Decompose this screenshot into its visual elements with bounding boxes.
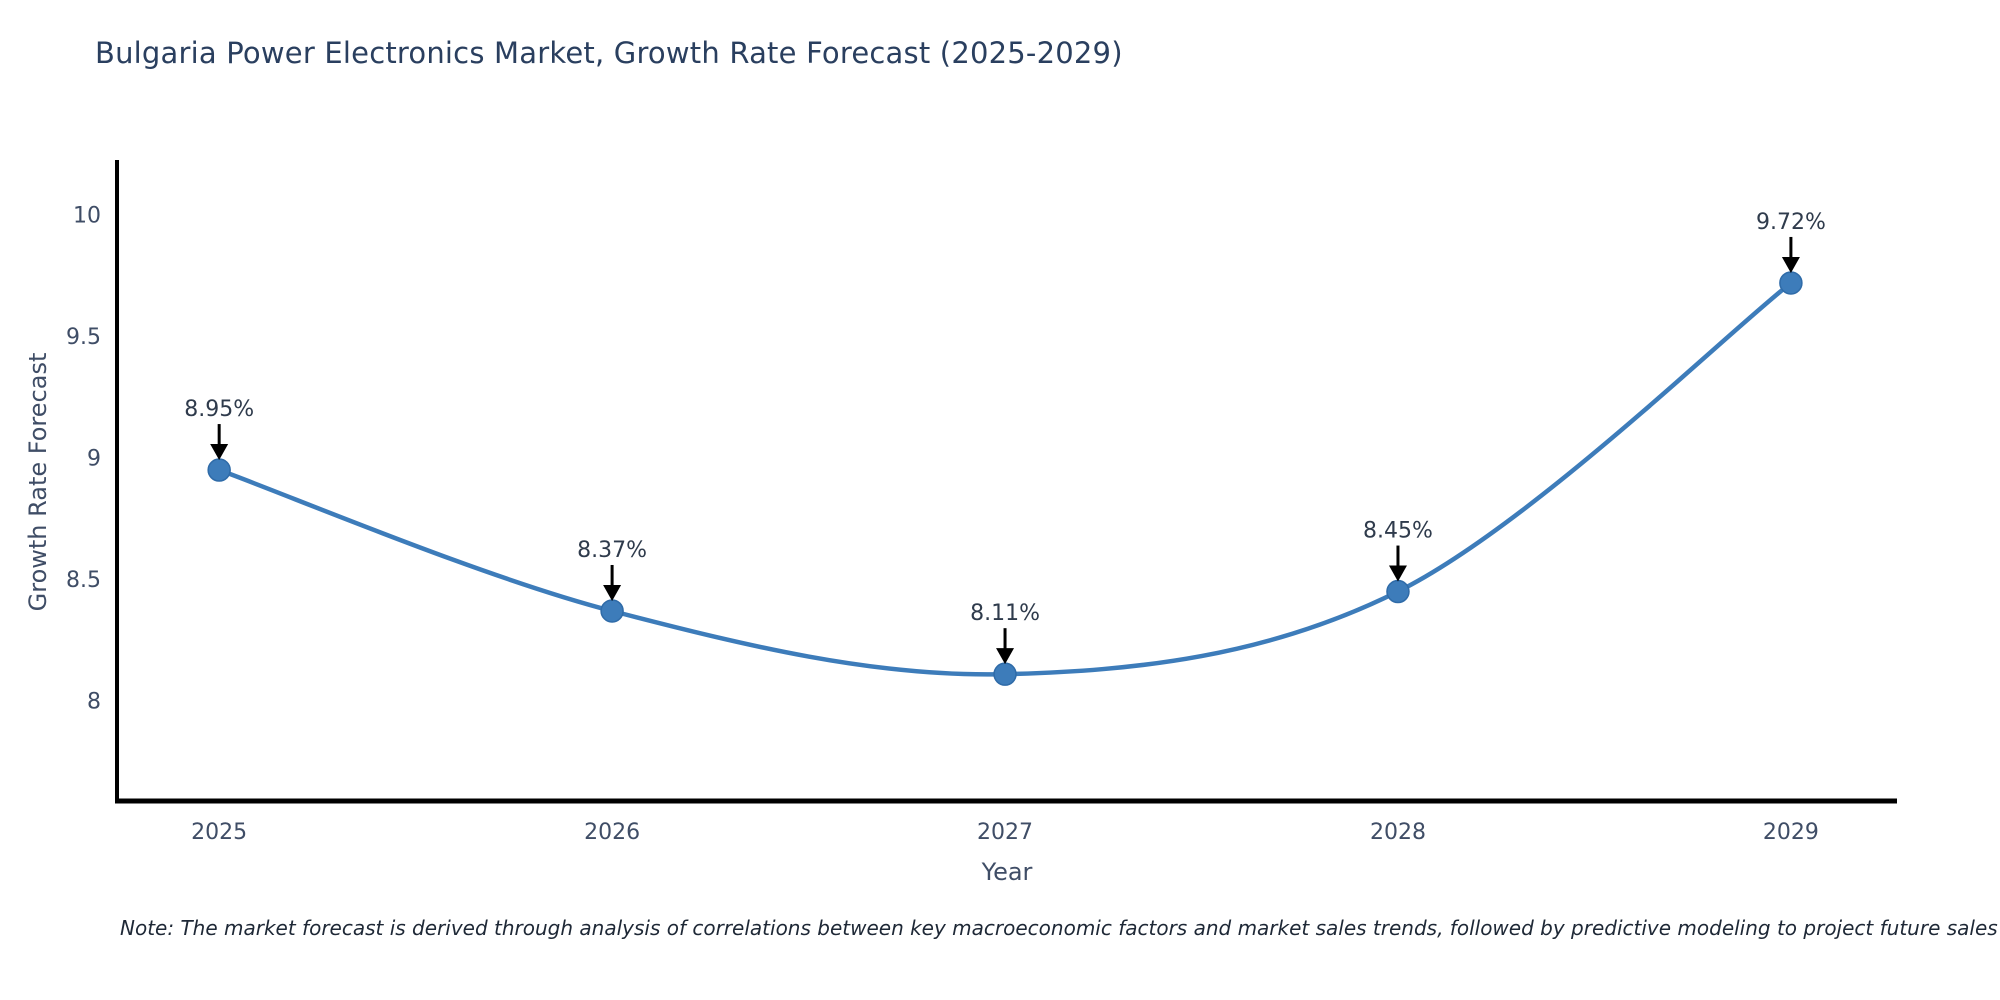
annotation-arrowhead [996,648,1015,665]
x-tick-label: 2026 [584,820,640,845]
annotation-arrowhead [210,444,229,461]
annotation-arrowhead [1388,565,1407,582]
x-tick-label: 2028 [1370,820,1426,845]
annotation-arrowhead [603,584,622,601]
annotation-label: 8.11% [970,601,1040,626]
data-point-marker [207,458,231,482]
y-tick-label: 8.5 [66,568,101,593]
annotation-label: 8.45% [1363,519,1433,544]
data-point-marker [1386,579,1410,604]
chart-note: Note: The market forecast is derived thr… [120,916,1998,940]
x-tick-label: 2027 [977,820,1033,845]
chart-title: Bulgaria Power Electronics Market, Growt… [95,36,1123,70]
annotation-arrowhead [1781,256,1800,273]
x-axis-title: Year [981,858,1033,886]
annotation-label: 8.37% [577,538,647,563]
data-point-marker [600,599,624,623]
y-axis-title: Growth Rate Forecast [24,352,52,612]
data-point-marker [1779,271,1803,295]
annotation-label: 9.72% [1756,210,1826,235]
y-tick-label: 9 [87,447,101,472]
y-tick-label: 8 [87,690,101,715]
y-tick-label: 10 [73,204,101,229]
annotation-label: 8.95% [184,397,254,422]
x-tick-label: 2029 [1763,820,1819,845]
y-tick-label: 9.5 [66,325,101,350]
data-point-marker [993,662,1017,686]
x-tick-label: 2025 [191,820,247,845]
